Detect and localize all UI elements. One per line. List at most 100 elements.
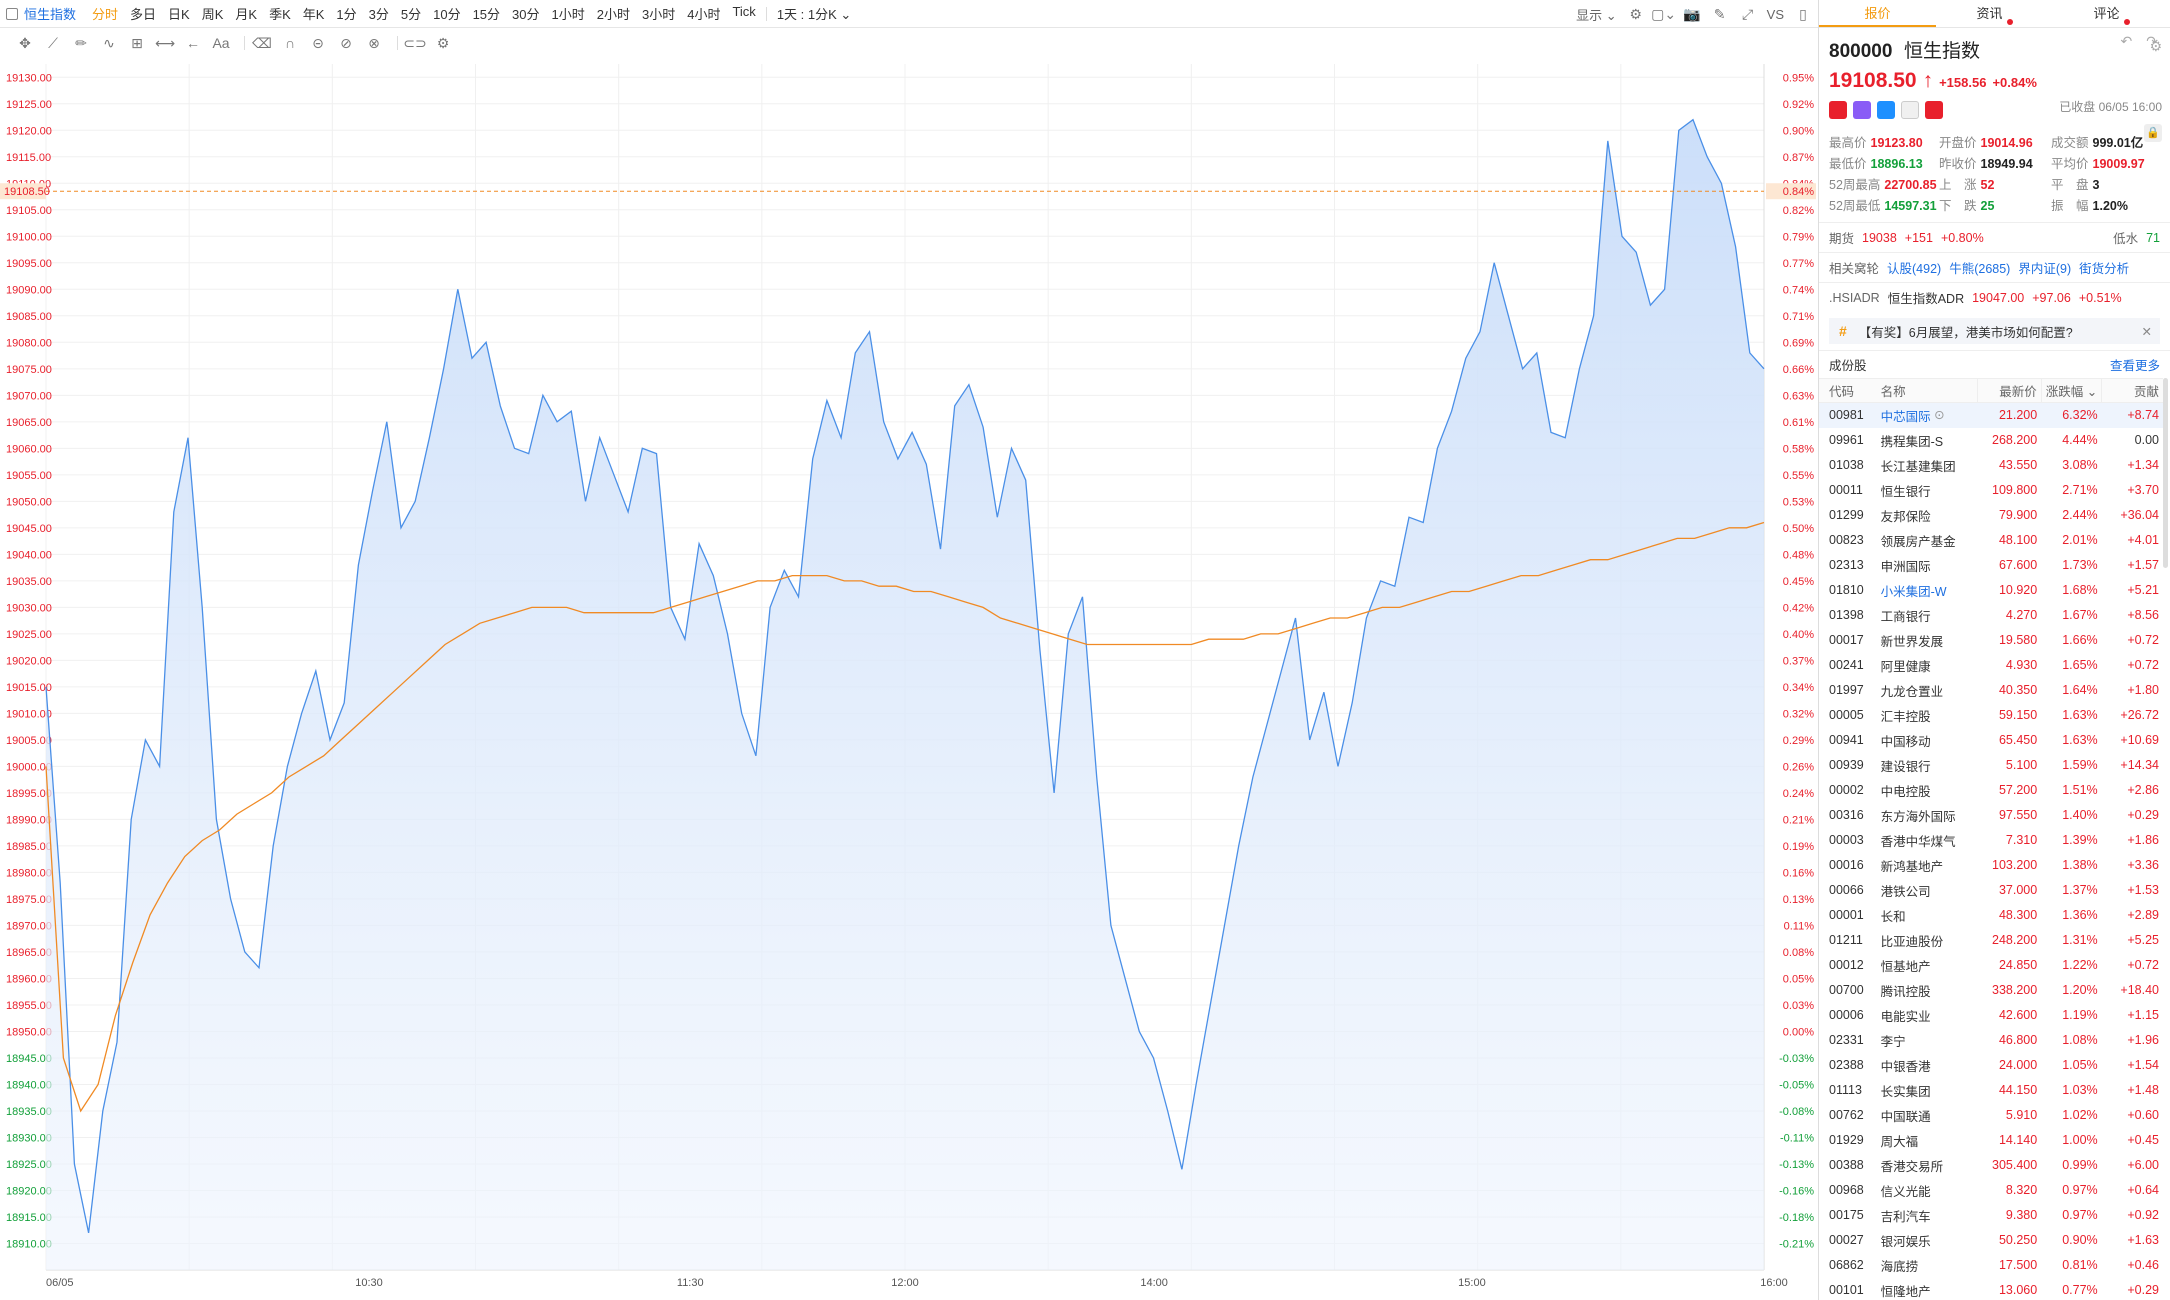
table-row[interactable]: 00316 东方海外国际 97.550 1.40% +0.29 xyxy=(1819,803,2163,828)
table-row[interactable]: 00017 新世界发展 19.580 1.66% +0.72 xyxy=(1819,628,2163,653)
street-analysis-link[interactable]: 街货分析 xyxy=(2079,262,2130,276)
symbol-label[interactable]: 恒生指数 xyxy=(24,7,77,22)
table-row[interactable]: 00941 中国移动 65.450 1.63% +10.69 xyxy=(1819,728,2163,753)
price-line[interactable] xyxy=(45,118,1765,1234)
see-more-link[interactable]: 查看更多 xyxy=(2109,359,2160,373)
table-row[interactable]: 00388 香港交易所 305.400 0.99% +6.00 xyxy=(1819,1153,2163,1178)
table-row[interactable]: 00101 恒隆地产 13.060 0.77% +0.29 xyxy=(1819,1278,2163,1300)
table-row[interactable]: 00762 中国联通 5.910 1.02% +0.60 xyxy=(1819,1103,2163,1128)
table-row[interactable]: 01211 比亚迪股份 248.200 1.31% +5.25 xyxy=(1819,928,2163,953)
magnet-icon[interactable]: ∩ xyxy=(284,35,296,51)
table-row[interactable]: 01997 九龙仓置业 40.350 1.64% +1.80 xyxy=(1819,678,2163,703)
period-3[interactable]: 周K xyxy=(201,7,224,22)
table-row[interactable]: 00011 恒生银行 109.800 2.71% +3.70 xyxy=(1819,478,2163,503)
pen-tool-icon[interactable]: ✏ xyxy=(75,34,87,51)
trendline-icon[interactable]: ⟋ xyxy=(48,34,58,51)
tab-quote[interactable]: 报价 xyxy=(1819,0,1936,27)
close-icon[interactable]: ✕ xyxy=(2141,324,2152,339)
period-15[interactable]: 3小时 xyxy=(641,7,676,22)
hk-flag-icon[interactable] xyxy=(1829,101,1847,119)
period-14[interactable]: 2小时 xyxy=(596,7,630,22)
period-6[interactable]: 年K xyxy=(302,7,325,22)
period-7[interactable]: 1分 xyxy=(336,7,357,22)
document-icon[interactable] xyxy=(1901,101,1919,119)
period-17[interactable]: Tick xyxy=(732,4,756,19)
table-row[interactable]: 02388 中银香港 24.000 1.05% +1.54 xyxy=(1819,1053,2163,1078)
lightning-icon[interactable] xyxy=(1853,101,1871,119)
text-tool-icon[interactable]: Aa xyxy=(212,35,230,51)
period-13[interactable]: 1小时 xyxy=(551,7,585,22)
period-10[interactable]: 10分 xyxy=(433,7,461,22)
table-row[interactable]: 00003 香港中华煤气 7.310 1.39% +1.86 xyxy=(1819,828,2163,853)
settings-icon[interactable]: ⚙ xyxy=(2149,38,2162,54)
period-16[interactable]: 4小时 xyxy=(687,7,721,22)
table-row[interactable]: 00012 恒基地产 24.850 1.22% +0.72 xyxy=(1819,953,2163,978)
average-line[interactable] xyxy=(45,521,1765,1113)
table-row[interactable]: 00016 新鸿基地产 103.200 1.38% +3.36 xyxy=(1819,853,2163,878)
compare-button[interactable]: VS xyxy=(1766,6,1784,22)
table-row[interactable]: 00175 吉利汽车 9.380 0.97% +0.92 xyxy=(1819,1203,2163,1228)
warrants-link[interactable]: 认股(492) xyxy=(1887,262,1942,276)
layout-checkbox[interactable] xyxy=(6,7,18,20)
table-row[interactable]: 01398 工商银行 4.270 1.67% +8.56 xyxy=(1819,603,2163,628)
table-row[interactable]: 00066 港铁公司 37.000 1.37% +1.53 xyxy=(1819,878,2163,903)
range-select[interactable]: 1天 : 1分K ⌄ xyxy=(776,7,852,22)
undo-icon[interactable]: ↶ xyxy=(2120,33,2133,49)
table-row[interactable]: 01299 友邦保险 79.900 2.44% +36.04 xyxy=(1819,503,2163,528)
table-row[interactable]: 01113 长实集团 44.150 1.03% +1.48 xyxy=(1819,1078,2163,1103)
delete-icon[interactable]: ⊗ xyxy=(368,34,380,51)
table-row[interactable]: 00939 建设银行 5.100 1.59% +14.34 xyxy=(1819,753,2163,778)
column-header[interactable]: 最新价 xyxy=(1977,378,2042,403)
table-row[interactable]: 01810 小米集团-W 10.920 1.68% +5.21 xyxy=(1819,578,2163,603)
table-row[interactable]: 01038 长江基建集团 43.550 3.08% +1.34 xyxy=(1819,453,2163,478)
chart-pattern-icon[interactable]: ⊞ xyxy=(131,34,143,51)
intraday-chart[interactable]: 18910.00 -0.21% 18915.00 -0.18% 18920.00 -0.1… xyxy=(0,58,1818,1300)
table-row[interactable]: 00005 汇丰控股 59.150 1.63% +26.72 xyxy=(1819,703,2163,728)
watch-icon[interactable]: ⊙ xyxy=(1930,407,1945,422)
table-row[interactable]: 00968 信义光能 8.320 0.97% +0.64 xyxy=(1819,1178,2163,1203)
cbbc-link[interactable]: 牛熊(2685) xyxy=(1949,262,2011,276)
display-menu[interactable]: 显示 ⌄ xyxy=(1576,7,1617,23)
inline-warrant-link[interactable]: 界内证(9) xyxy=(2018,262,2072,276)
sort-icon[interactable]: ⌄ xyxy=(2083,385,2098,399)
table-row[interactable]: 00823 领展房产基金 48.100 2.01% +4.01 xyxy=(1819,528,2163,553)
camera-icon[interactable]: 📷 xyxy=(1682,5,1701,22)
arrow-tool-icon[interactable]: ← xyxy=(186,35,200,51)
layout-icon[interactable]: ▢⌄ xyxy=(1651,5,1677,22)
crosshair-icon[interactable]: ✥ xyxy=(19,34,31,51)
lock-icon[interactable]: 🔒 xyxy=(2144,124,2162,142)
adr-row[interactable]: .HSIADR 恒生指数ADR 19047.00 +97.06 +0.51% xyxy=(1819,282,2170,312)
period-12[interactable]: 30分 xyxy=(512,7,540,22)
period-4[interactable]: 月K xyxy=(235,7,258,22)
hide-icon[interactable]: ⊘ xyxy=(340,34,352,51)
futures-row[interactable]: 期货 19038 +151 +0.80% 低水 71 xyxy=(1819,222,2170,252)
table-row[interactable]: 00002 中电控股 57.200 1.51% +2.86 xyxy=(1819,778,2163,803)
period-8[interactable]: 3分 xyxy=(368,7,389,22)
settings-icon[interactable]: ⚙ xyxy=(1629,5,1642,22)
promo-banner[interactable]: # 【有奖】6月展望，港美市场如何配置? ✕ xyxy=(1829,318,2160,344)
table-row[interactable]: 01929 周大福 14.140 1.00% +0.45 xyxy=(1819,1128,2163,1153)
period-1[interactable]: 多日 xyxy=(130,7,157,22)
period-9[interactable]: 5分 xyxy=(400,7,422,22)
table-row[interactable]: 00981 中芯国际 ⊙ 21.200 6.32% +8.74 xyxy=(1819,402,2163,428)
eraser-icon[interactable]: ⌫ xyxy=(252,34,272,51)
measure-icon[interactable]: ⟷ xyxy=(154,34,176,51)
column-header[interactable]: 涨跌幅 ⌄ xyxy=(2040,378,2102,403)
gear-icon[interactable]: ⚙ xyxy=(436,34,450,51)
link-icon[interactable]: ⊂⊃ xyxy=(403,34,427,51)
table-row[interactable]: 00027 银河娱乐 50.250 0.90% +1.63 xyxy=(1819,1228,2163,1253)
table-row[interactable]: 02313 申洲国际 67.600 1.73% +1.57 xyxy=(1819,553,2163,578)
wave-tool-icon[interactable]: ∿ xyxy=(103,34,115,51)
pencil-icon[interactable]: ✎ xyxy=(1713,5,1726,22)
table-row[interactable]: 00001 长和 48.300 1.36% +2.89 xyxy=(1819,903,2163,928)
table-row[interactable]: 00700 腾讯控股 338.200 1.20% +18.40 xyxy=(1819,978,2163,1003)
table-row[interactable]: 02331 李宁 46.800 1.08% +1.96 xyxy=(1819,1028,2163,1053)
tab-comments[interactable]: 评论 xyxy=(2053,0,2170,27)
redo-icon[interactable]: ↷ xyxy=(2146,33,2158,49)
table-row[interactable]: 00006 电能实业 42.600 1.19% +1.15 xyxy=(1819,1003,2163,1028)
table-row[interactable]: 09961 携程集团-S 268.200 4.44% 0.00 xyxy=(1819,428,2163,453)
table-row[interactable]: 06862 海底捞 17.500 0.81% +0.46 xyxy=(1819,1253,2163,1278)
table-row[interactable]: 00241 阿里健康 4.930 1.65% +0.72 xyxy=(1819,653,2163,678)
info-icon[interactable] xyxy=(1877,101,1895,119)
favorite-icon[interactable] xyxy=(1925,101,1943,119)
